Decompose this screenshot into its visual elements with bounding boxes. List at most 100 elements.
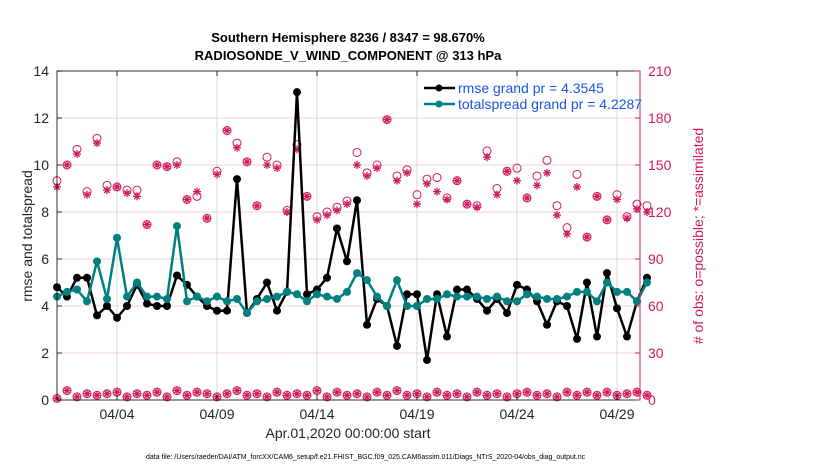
obs-assimilated-marker	[283, 208, 291, 216]
y2-tick-label: 120	[648, 204, 672, 220]
totalspread-point	[433, 294, 441, 303]
totalspread-point	[483, 294, 491, 303]
obs-assimilated-marker	[423, 392, 431, 401]
obs-assimilated-marker	[643, 208, 651, 216]
rmse-point	[303, 290, 311, 299]
obs-assimilated-marker	[273, 388, 281, 397]
obs-assimilated-marker	[413, 200, 421, 209]
totalspread-point	[243, 309, 251, 318]
legend-rmse-marker	[435, 84, 443, 92]
obs-assimilated-marker	[333, 206, 341, 215]
obs-assimilated-marker	[193, 388, 201, 397]
totalspread-point	[333, 294, 341, 303]
totalspread-point	[143, 292, 151, 301]
obs-assimilated-marker	[543, 168, 551, 177]
totalspread-point	[423, 294, 431, 303]
rmse-point	[343, 257, 351, 266]
obs-assimilated-marker	[143, 220, 151, 229]
totalspread-point	[393, 276, 401, 285]
rmse-point	[613, 304, 621, 313]
obs-assimilated-marker	[603, 388, 611, 397]
obs-assimilated-marker	[453, 389, 461, 398]
obs-assimilated-marker	[303, 192, 311, 201]
rmse-point	[413, 290, 421, 299]
obs-assimilated-marker	[123, 189, 131, 198]
obs-assimilated-marker	[533, 391, 541, 400]
rmse-point	[163, 302, 171, 310]
totalspread-point	[163, 294, 171, 303]
totalspread-point	[383, 302, 391, 310]
obs-assimilated-marker	[313, 386, 321, 395]
obs-possible-marker	[262, 152, 272, 162]
x-axis-label: Apr.01,2020 00:00:00 start	[265, 425, 430, 441]
obs-assimilated-marker	[273, 164, 281, 173]
obs-assimilated-marker	[233, 143, 241, 152]
obs-possible-marker	[542, 155, 552, 165]
y2-tick-label: 0	[648, 392, 656, 408]
rmse-point	[443, 332, 451, 341]
legend: rmse grand pr = 4.3545 totalspread grand…	[424, 80, 642, 112]
y-tick-label: 10	[33, 157, 49, 173]
obs-assimilated-marker	[393, 176, 401, 185]
totalspread-point	[273, 292, 281, 301]
totalspread-point	[353, 269, 361, 278]
totalspread-point	[593, 297, 601, 306]
rmse-point	[603, 269, 611, 278]
obs-assimilated-marker	[623, 214, 631, 223]
obs-assimilated-marker	[553, 392, 561, 401]
obs-assimilated-marker	[493, 389, 501, 398]
totalspread-point	[373, 292, 381, 301]
totalspread-point	[463, 292, 471, 301]
totalspread-point	[473, 292, 481, 301]
legend-totalspread-marker	[435, 100, 443, 108]
totalspread-point	[113, 233, 121, 242]
totalspread-point	[523, 290, 531, 299]
totalspread-point	[283, 287, 291, 296]
obs-assimilated-marker	[333, 388, 341, 397]
rmse-point	[563, 302, 571, 310]
obs-possible-marker	[572, 169, 582, 179]
rmse-point	[263, 278, 271, 287]
obs-assimilated-marker	[173, 386, 181, 395]
rmse-point	[173, 271, 181, 280]
obs-assimilated-marker	[343, 200, 351, 209]
totalspread-point	[613, 287, 621, 296]
obs-assimilated-marker	[153, 388, 161, 397]
totalspread-point	[553, 294, 561, 303]
grid	[57, 71, 640, 400]
totalspread-point	[533, 292, 541, 301]
rmse-point	[293, 88, 301, 97]
x-tick-label: 04/14	[299, 406, 334, 422]
y-tick-label: 14	[33, 63, 49, 79]
rmse-point	[73, 273, 81, 282]
obs-assimilated-marker	[263, 392, 271, 401]
obs-assimilated-marker	[133, 389, 141, 398]
totalspread-point	[193, 292, 201, 301]
obs-possible-marker	[552, 201, 562, 211]
rmse-point	[153, 302, 161, 310]
rmse-point	[113, 313, 121, 322]
obs-assimilated-marker	[183, 391, 191, 400]
obs-assimilated-marker	[513, 176, 521, 185]
obs-assimilated-marker	[203, 214, 211, 223]
obs-assimilated-marker	[93, 139, 101, 148]
obs-assimilated-marker	[363, 392, 371, 401]
obs-assimilated-marker	[103, 186, 111, 195]
obs-assimilated-marker	[303, 391, 311, 400]
obs-assimilated-marker	[623, 389, 631, 398]
obs-assimilated-marker	[403, 391, 411, 400]
chart-title-line-2: RADIOSONDE_V_WIND_COMPONENT @ 313 hPa	[195, 48, 502, 63]
obs-assimilated-marker	[223, 126, 231, 135]
totalspread-point	[303, 297, 311, 306]
totalspread-point	[93, 257, 101, 266]
obs-assimilated-marker	[433, 388, 441, 397]
obs-assimilated-marker	[553, 211, 561, 220]
obs-assimilated-marker	[583, 233, 591, 242]
obs-assimilated-marker	[353, 389, 361, 398]
totalspread-point	[323, 292, 331, 301]
obs-assimilated-marker	[163, 162, 171, 171]
rmse-point	[323, 273, 331, 282]
rmse-point	[233, 175, 241, 184]
rmse-point	[223, 306, 231, 315]
obs-assimilated-marker	[343, 391, 351, 400]
